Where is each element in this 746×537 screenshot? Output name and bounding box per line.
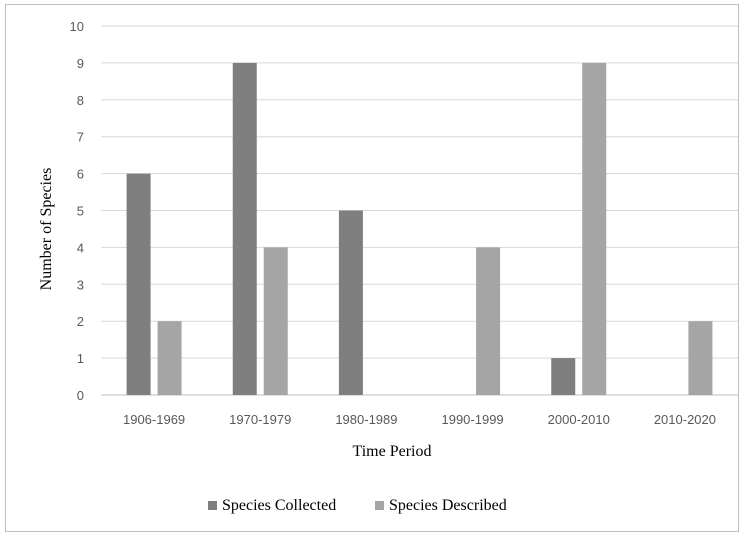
y-tick-label: 4 — [77, 240, 84, 255]
bar-species-collected — [338, 210, 363, 395]
bar-species-collected — [126, 173, 151, 395]
x-tick-label: 2000-2010 — [548, 412, 610, 427]
y-tick-label: 3 — [77, 277, 84, 292]
bar-species-described — [263, 247, 288, 395]
y-tick-label: 0 — [77, 388, 84, 403]
x-tick-label: 1990-1999 — [441, 412, 503, 427]
y-tick-label: 2 — [77, 314, 84, 329]
legend-label: Species Collected — [222, 497, 336, 514]
bar-species-described — [582, 62, 607, 396]
bar-species-collected — [551, 358, 576, 395]
y-tick-label: 9 — [77, 56, 84, 71]
bar-species-collected — [232, 62, 257, 396]
y-tick-label: 10 — [70, 19, 84, 34]
y-tick-label: 8 — [77, 93, 84, 108]
x-tick-label: 1980-1989 — [335, 412, 397, 427]
legend-label: Species Described — [389, 497, 507, 514]
y-tick-label: 7 — [77, 130, 84, 145]
x-tick-label: 1906-1969 — [123, 412, 185, 427]
y-tick-label: 1 — [77, 351, 84, 366]
y-tick-label: 5 — [77, 204, 84, 219]
y-axis-ticks: 0 1 2 3 4 5 6 7 8 9 10 — [70, 19, 84, 403]
bar-species-described — [476, 247, 501, 395]
legend-swatch — [208, 501, 217, 510]
legend-swatch — [375, 501, 384, 510]
bars — [126, 62, 713, 396]
x-tick-label: 1970-1979 — [229, 412, 291, 427]
legend: Species Collected Species Described — [208, 497, 507, 514]
x-axis-ticks: 1906-1969 1970-1979 1980-1989 1990-1999 2000… — [123, 412, 716, 427]
x-tick-label: 2010-2020 — [654, 412, 716, 427]
bar-species-described — [688, 321, 713, 395]
y-tick-label: 6 — [77, 167, 84, 182]
y-axis-title: Number of Species — [38, 168, 55, 291]
gridlines — [101, 25, 738, 396]
bar-species-described — [157, 321, 182, 395]
x-axis-title: Time Period — [353, 443, 432, 460]
